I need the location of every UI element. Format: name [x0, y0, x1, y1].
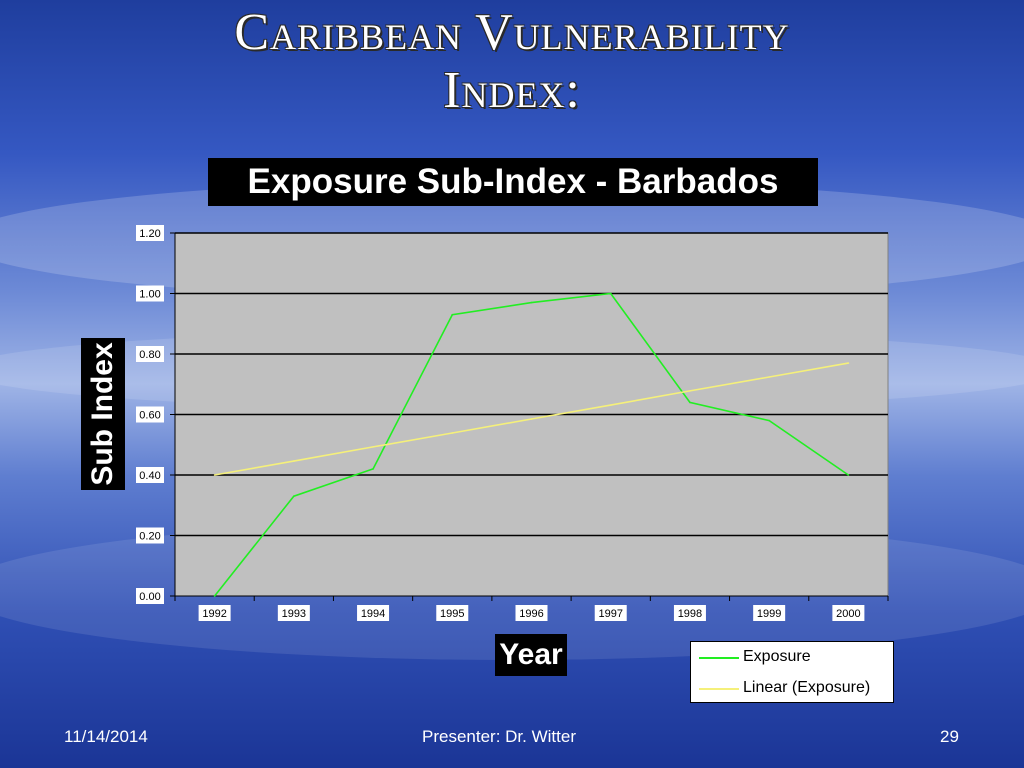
x-tick-label-6: 1998: [678, 608, 702, 620]
data-point-1-0: [213, 474, 216, 476]
data-point-0-3: [451, 313, 454, 316]
x-tick-label-bg-4: [515, 605, 548, 621]
x-tick-label-2: 1994: [361, 608, 385, 620]
x-tick-label-bg-5: [594, 605, 627, 621]
x-tick-label-bg-2: [357, 605, 390, 621]
data-point-0-1: [293, 495, 295, 497]
y-tick-label-6: 1.20: [139, 228, 160, 240]
x-tick-label-5: 1997: [598, 608, 622, 620]
data-point-1-4: [530, 418, 533, 420]
y-tick-label-bg-3: [136, 406, 164, 423]
x-tick-label-4: 1996: [519, 608, 543, 620]
legend-swatch-exposure: [699, 657, 739, 659]
x-tick-label-7: 1999: [757, 608, 781, 620]
x-tick-label-8: 2000: [836, 608, 860, 620]
x-tick-label-bg-7: [753, 605, 786, 621]
y-tick-label-0: 0.00: [139, 591, 160, 603]
x-axis-ticks: 1992 1993 1994 1995 1996 1997 1998 1999 2000: [174, 596, 889, 621]
x-tick-label-0: 1992: [202, 608, 226, 620]
legend-label-exposure: Exposure: [743, 648, 811, 665]
y-tick-label-3: 0.60: [139, 410, 160, 422]
y-tick-label-1: 0.20: [139, 531, 160, 543]
data-point-0-4: [530, 301, 533, 304]
data-point-1-6: [689, 390, 691, 392]
data-point-1-5: [609, 404, 612, 406]
data-point-0-7: [768, 419, 770, 422]
x-tick-label-bg-0: [198, 605, 231, 621]
data-point-1-7: [768, 376, 770, 378]
y-axis-label-box: Sub Index: [81, 338, 125, 490]
y-tick-label-5: 1.00: [139, 289, 160, 301]
y-tick-label-bg-2: [136, 467, 164, 483]
x-tick-label-bg-3: [436, 605, 469, 621]
x-tick-label-bg-1: [277, 605, 310, 621]
series-lines: [213, 292, 850, 597]
legend-item-exposure: Exposure: [691, 646, 891, 668]
x-axis-label: Year: [495, 634, 567, 676]
y-tick-label-bg-6: [136, 225, 164, 241]
y-tick-label-2: 0.40: [139, 470, 160, 482]
y-tick-label-bg-5: [136, 285, 164, 302]
slide-title: Caribbean Vulnerability Index:: [0, 4, 1024, 120]
slide-title-line1: Caribbean Vulnerability: [234, 4, 790, 61]
x-tick-label-3: 1995: [440, 608, 464, 620]
gridlines: [175, 232, 888, 537]
x-tick-label-bg-6: [673, 605, 706, 621]
data-point-1-2: [372, 446, 374, 448]
data-point-1-8: [847, 362, 850, 364]
data-point-0-8: [847, 474, 850, 476]
x-tick-label-1: 1993: [282, 608, 306, 620]
footer-date: 11/14/2014: [64, 727, 148, 746]
legend-item-linear: Linear (Exposure): [691, 677, 891, 699]
y-tick-label-bg-0: [136, 588, 164, 604]
y-tick-label-bg-4: [136, 346, 164, 362]
chart-title: Exposure Sub-Index - Barbados: [208, 158, 818, 206]
legend-swatch-linear: [699, 688, 739, 690]
data-point-0-0: [213, 595, 216, 597]
data-point-0-5: [609, 292, 612, 295]
y-axis-ticks: 0.00 0.20 0.40 0.60 0.80 1.00 1.20: [136, 225, 175, 604]
footer-presenter: Presenter: Dr. Witter: [422, 727, 576, 746]
footer-page-number: 29: [940, 727, 959, 746]
y-tick-label-bg-1: [136, 527, 164, 544]
slide-title-line2: Index:: [443, 62, 581, 119]
legend: Exposure Linear (Exposure): [690, 641, 894, 703]
data-point-0-2: [372, 468, 374, 470]
data-point-1-3: [451, 432, 454, 434]
y-tick-label-4: 0.80: [139, 349, 160, 361]
x-tick-label-bg-8: [832, 605, 865, 621]
legend-label-linear: Linear (Exposure): [743, 679, 871, 696]
data-point-1-1: [293, 460, 295, 462]
data-point-0-6: [689, 401, 691, 404]
